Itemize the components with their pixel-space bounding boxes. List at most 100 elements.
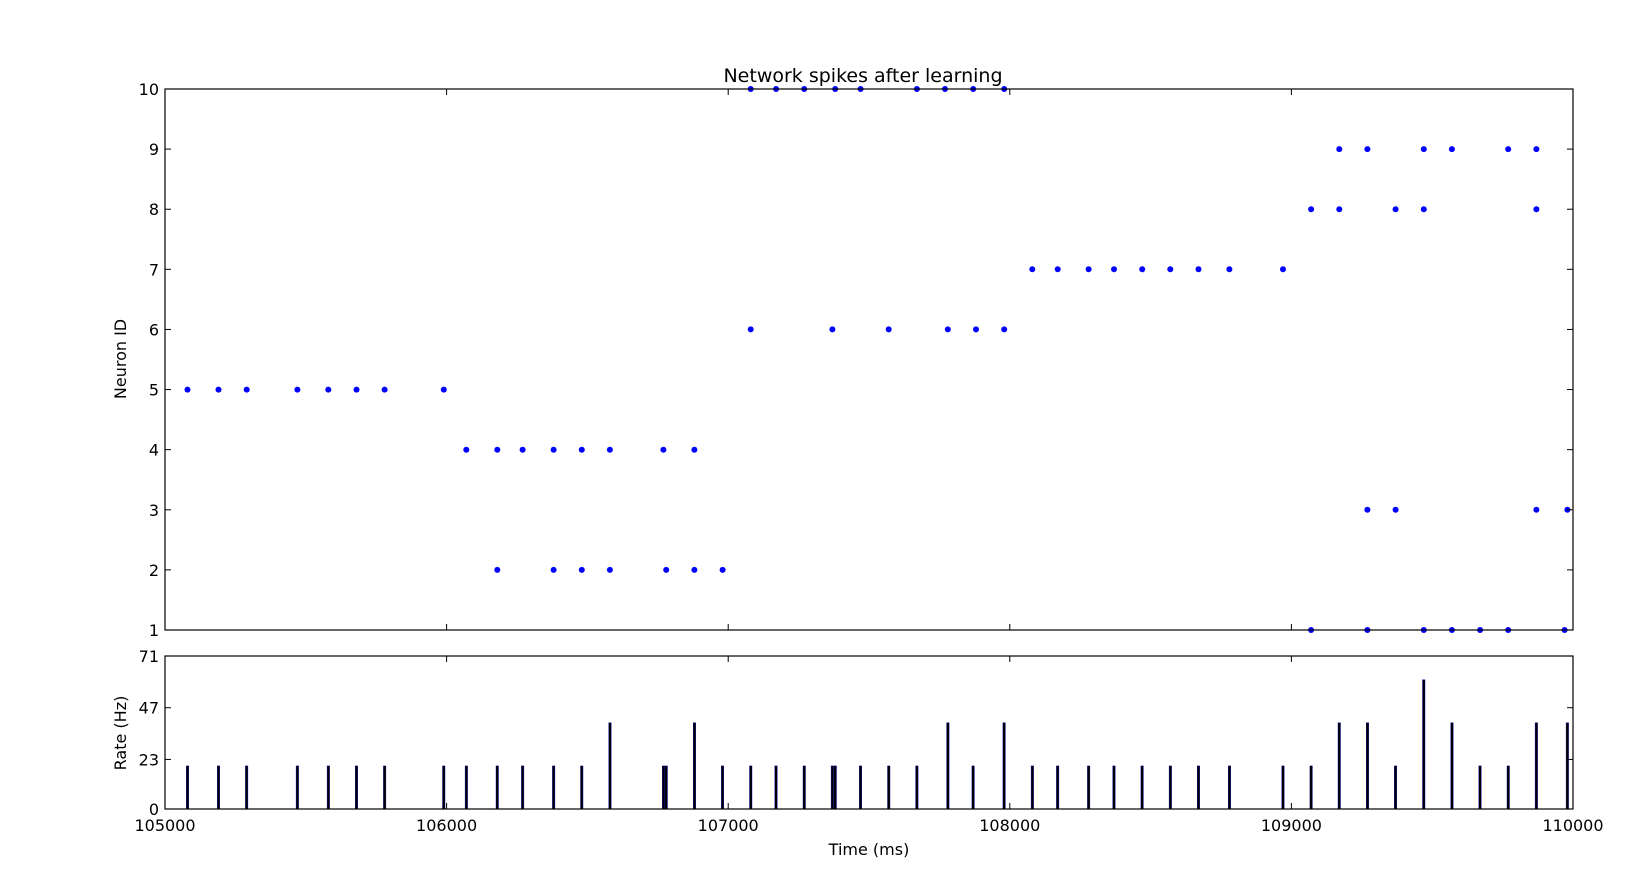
rate-y-tick-label: 0 xyxy=(149,800,159,819)
rate-x-ticks: 105000 106000 107000 108000 109000 110000 xyxy=(134,656,1604,835)
raster-y-tick-label: 8 xyxy=(149,200,159,219)
spike-point xyxy=(463,446,470,453)
rate-bar xyxy=(1394,765,1398,810)
rate-bar xyxy=(1056,765,1060,810)
rate-x-tick-label: 109000 xyxy=(1261,816,1322,835)
spike-raster-panel: Network spikes after learning 1234567891… xyxy=(111,65,1574,640)
spike-point xyxy=(1167,266,1174,273)
spike-point xyxy=(1139,266,1146,273)
rate-bar xyxy=(1422,679,1426,810)
raster-x-ticks xyxy=(164,89,1574,630)
rate-bar xyxy=(495,765,499,810)
spike-point xyxy=(243,386,250,393)
raster-y-tick-label: 2 xyxy=(149,561,159,580)
spike-point xyxy=(1085,266,1092,273)
spike-point xyxy=(550,446,557,453)
spike-point xyxy=(1392,206,1399,213)
rate-bar xyxy=(1227,765,1231,810)
spike-point xyxy=(381,386,388,393)
spike-point xyxy=(973,326,979,333)
rate-bar xyxy=(1337,722,1341,810)
spike-point xyxy=(944,326,951,333)
rate-bar xyxy=(1478,765,1482,810)
raster-y-tick-label: 7 xyxy=(149,260,159,279)
rate-histogram-panel: 0 23 47 71 105000 106000 107000 108000 109000 11… xyxy=(111,647,1604,859)
rate-bar xyxy=(521,765,525,810)
rate-bar xyxy=(245,765,249,810)
spike-point xyxy=(1505,146,1512,153)
rate-bar xyxy=(1087,765,1091,810)
rate-bars xyxy=(186,679,1569,810)
spike-point xyxy=(1054,266,1061,273)
rate-bar xyxy=(662,765,665,810)
spike-point xyxy=(1029,266,1036,273)
rate-bar xyxy=(1196,765,1200,810)
rate-bar xyxy=(355,765,358,810)
raster-y-tick-label: 5 xyxy=(149,381,159,400)
rate-y-tick-label: 71 xyxy=(139,647,159,666)
rate-bar xyxy=(802,765,806,810)
raster-y-tick-label: 9 xyxy=(149,140,159,159)
spike-point xyxy=(660,446,667,453)
rate-bar xyxy=(1002,722,1006,810)
rate-bar xyxy=(1565,722,1569,810)
rate-y-axis-label: Rate (Hz) xyxy=(111,696,130,771)
spike-point xyxy=(606,446,613,453)
spike-point xyxy=(550,566,557,573)
spike-point xyxy=(606,566,613,573)
rate-bar xyxy=(1309,765,1313,810)
spike-point xyxy=(294,386,301,393)
rate-bar xyxy=(326,765,330,810)
rate-x-tick-label: 105000 xyxy=(134,816,195,835)
spike-point xyxy=(747,326,754,333)
rate-bar xyxy=(830,765,834,810)
rate-bar xyxy=(971,765,975,810)
rate-bar xyxy=(1112,765,1116,810)
rate-y-ticks: 0 23 47 71 xyxy=(139,647,1573,819)
spike-point xyxy=(215,386,222,393)
spike-point xyxy=(719,566,726,573)
spike-point xyxy=(663,566,670,573)
rate-bar xyxy=(1450,722,1454,810)
spike-point xyxy=(184,386,191,393)
spike-point xyxy=(1280,266,1286,273)
rate-bar xyxy=(721,765,724,810)
rate-bar xyxy=(217,765,221,810)
rate-bar xyxy=(1365,722,1369,810)
rate-bar xyxy=(1030,765,1034,810)
rate-bar xyxy=(887,765,891,810)
rate-bar xyxy=(608,722,612,810)
rate-bar xyxy=(442,765,446,810)
spike-point xyxy=(1533,146,1540,153)
rate-bar xyxy=(1140,765,1144,810)
rate-bar xyxy=(915,765,919,810)
rate-y-tick-label: 23 xyxy=(139,750,159,769)
rate-bar xyxy=(1534,722,1538,810)
rate-plot-frame xyxy=(164,655,1574,810)
spike-point xyxy=(1420,146,1427,153)
spike-point xyxy=(1336,206,1343,213)
rate-bar xyxy=(859,765,862,810)
spike-point xyxy=(519,446,526,453)
spike-point xyxy=(691,446,698,453)
rate-y-tick-label: 47 xyxy=(139,699,159,718)
rate-bar xyxy=(1281,765,1285,810)
raster-y-tick-label: 4 xyxy=(149,441,159,460)
spike-point xyxy=(1364,146,1371,153)
spike-point xyxy=(494,446,501,453)
rate-bar xyxy=(383,765,387,810)
spike-point xyxy=(325,386,332,393)
spike-point xyxy=(1226,266,1233,273)
spike-point xyxy=(1111,266,1117,273)
rate-bar xyxy=(664,765,668,810)
chart-title: Network spikes after learning xyxy=(723,65,1002,87)
rate-bar xyxy=(552,765,556,810)
rate-bar xyxy=(295,765,299,810)
rate-bar xyxy=(946,722,950,810)
rate-bar xyxy=(580,765,584,810)
x-axis-label: Time (ms) xyxy=(828,840,910,859)
spike-point xyxy=(1392,506,1399,513)
spike-point xyxy=(1533,506,1540,513)
rate-bar xyxy=(1168,765,1172,810)
